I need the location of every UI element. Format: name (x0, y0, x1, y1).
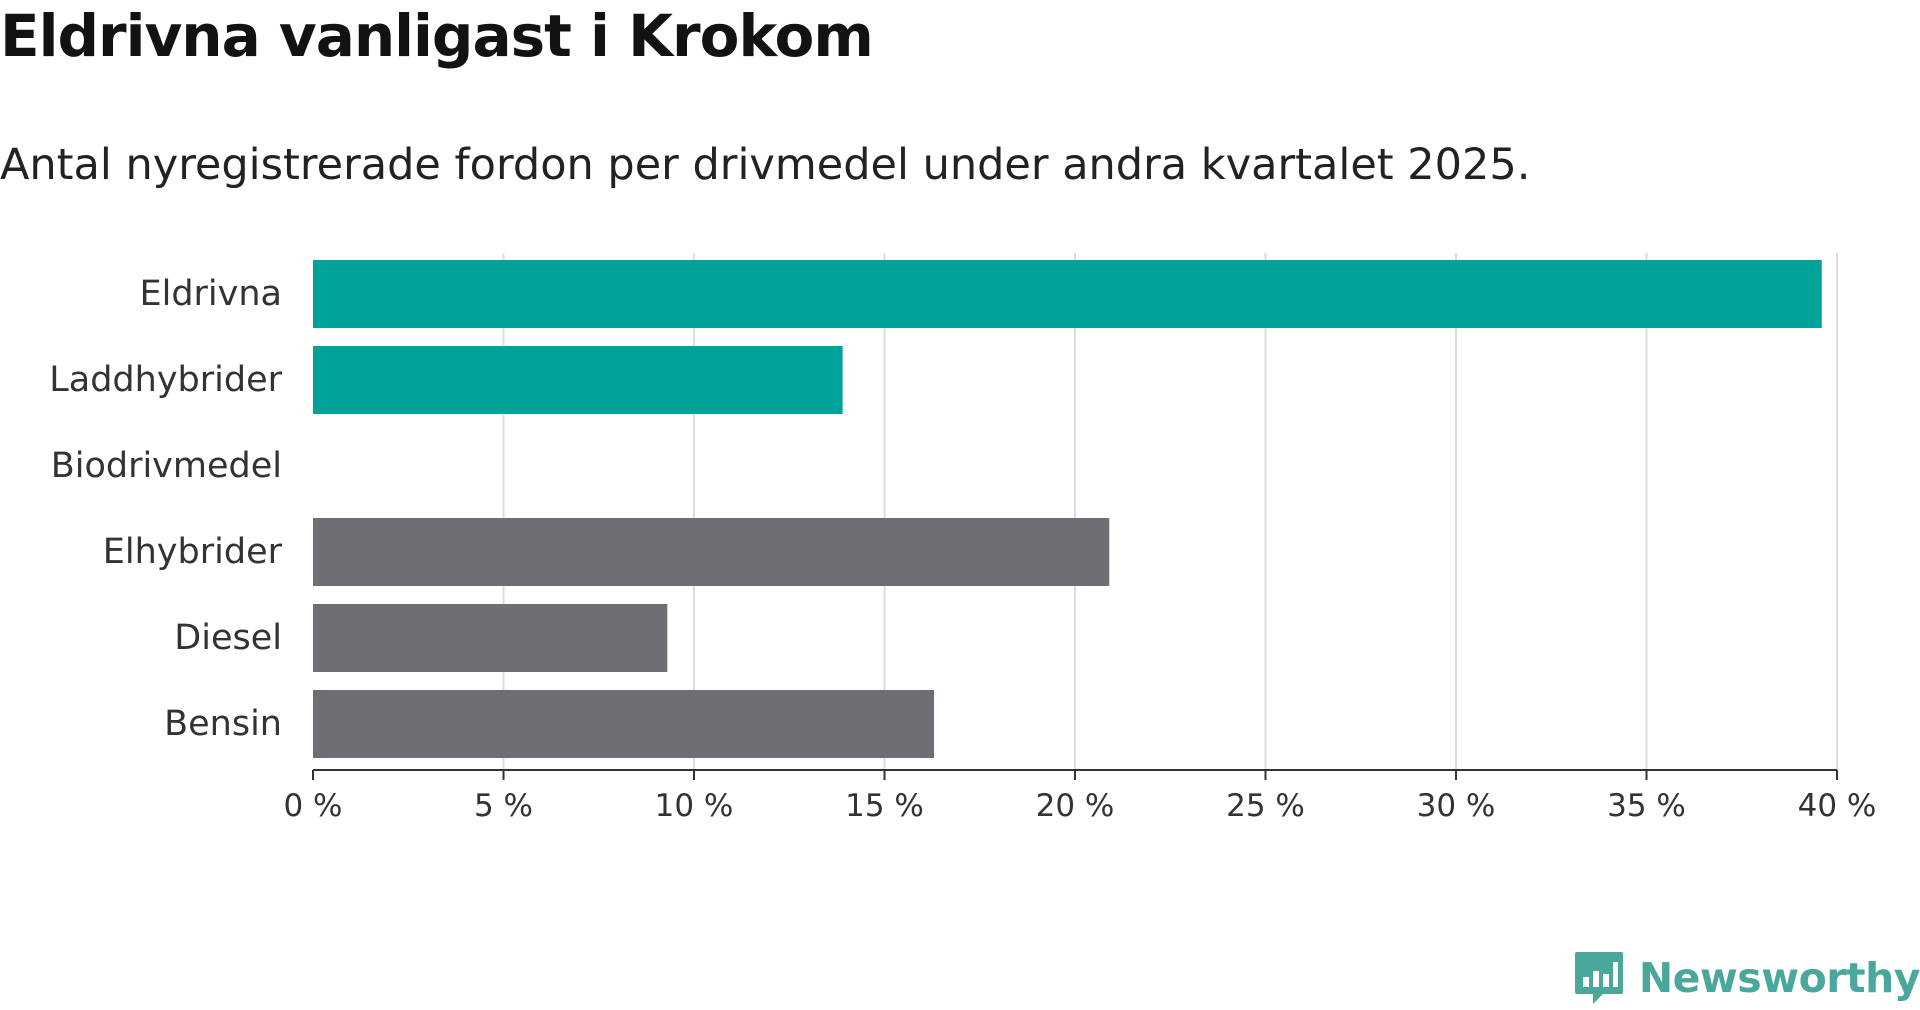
x-tick-label: 10 % (655, 788, 734, 824)
bars (313, 260, 1822, 758)
x-tick-label: 15 % (845, 788, 924, 824)
category-label: Biodrivmedel (51, 446, 282, 486)
x-tick-label: 40 % (1798, 788, 1877, 824)
x-tick-label: 5 % (474, 788, 533, 824)
x-tick-label: 25 % (1226, 788, 1305, 824)
bar-elhybrider (313, 518, 1110, 586)
logo-text: Newsworthy (1638, 954, 1920, 1002)
bar-bensin (313, 690, 935, 758)
category-labels: Eldrivna Laddhybrider Biodrivmedel Elhybrid… (49, 274, 282, 744)
newsworthy-logo: Newsworthy (1573, 950, 1920, 1006)
newsworthy-logo-icon (1574, 952, 1623, 1004)
chart-title: Eldrivna vanligast i Krokom (0, 2, 874, 70)
x-tick-label: 30 % (1417, 788, 1496, 824)
category-label: Laddhybrider (49, 360, 282, 400)
x-axis: 0 % 5 % 10 % 15 % 20 % 25 % 30 % 35 % 40 % (283, 769, 1877, 824)
gridlines (502, 253, 1838, 770)
category-label: Bensin (164, 704, 282, 744)
bar-eldrivna (313, 260, 1822, 328)
bar-diesel (313, 604, 668, 672)
x-tick-label: 0 % (283, 788, 342, 824)
category-label: Elhybrider (103, 532, 283, 572)
category-label: Eldrivna (139, 274, 282, 314)
category-label: Diesel (174, 618, 282, 658)
bar-laddhybrider (313, 346, 843, 414)
x-tick-label: 35 % (1607, 788, 1686, 824)
chart-subtitle: Antal nyregistrerade fordon per drivmede… (0, 140, 1531, 190)
x-tick-label: 20 % (1036, 788, 1115, 824)
